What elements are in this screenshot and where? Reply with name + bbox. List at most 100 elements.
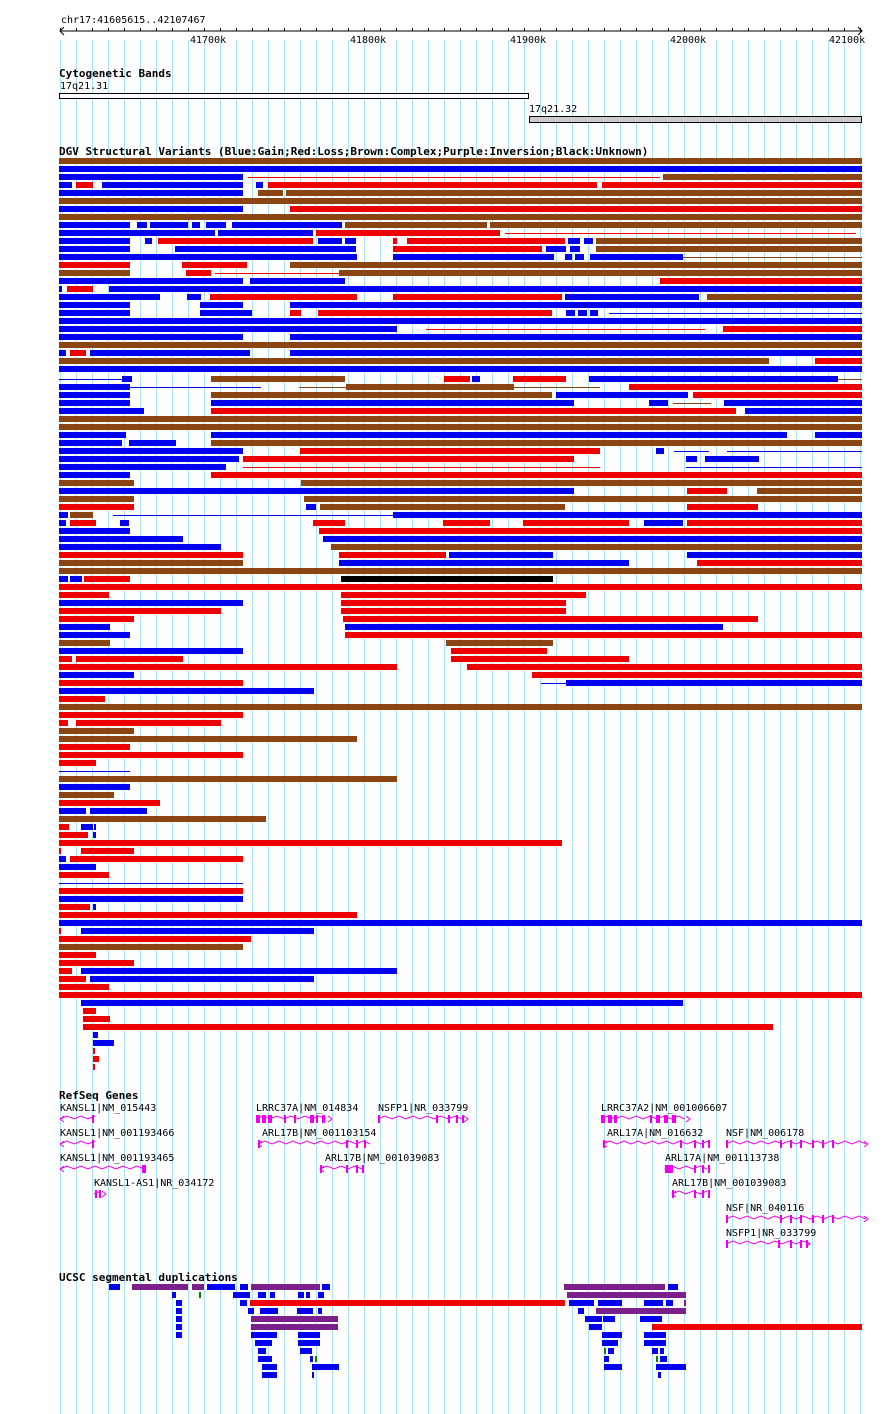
dgv-variant-complex[interactable] <box>446 640 553 646</box>
dgv-variant-loss[interactable] <box>59 800 160 806</box>
dgv-variant-gain[interactable] <box>59 326 397 332</box>
dgv-variant-complex[interactable] <box>59 816 266 822</box>
dgv-variant-gain[interactable] <box>200 302 243 308</box>
dgv-variant-loss[interactable] <box>59 262 130 268</box>
dgv-variant-loss[interactable] <box>426 329 705 330</box>
segdup-feature[interactable] <box>260 1308 278 1314</box>
dgv-variant-gain[interactable] <box>59 688 314 694</box>
dgv-variant-complex[interactable] <box>59 944 243 950</box>
dgv-variant-loss[interactable] <box>59 960 134 966</box>
dgv-variant-loss[interactable] <box>59 848 61 854</box>
dgv-variant-gain[interactable] <box>290 350 862 356</box>
segdup-feature[interactable] <box>207 1284 235 1290</box>
dgv-variant-loss[interactable] <box>81 848 134 854</box>
dgv-variant-loss[interactable] <box>243 467 600 468</box>
dgv-variant-loss[interactable] <box>697 560 862 566</box>
dgv-variant-gain[interactable] <box>59 334 243 340</box>
dgv-variant-gain[interactable] <box>109 286 862 292</box>
gene-label-nsf-nr040116[interactable]: NSF|NR_040116 <box>726 1203 805 1214</box>
segdup-feature[interactable] <box>240 1300 247 1306</box>
dgv-variant-gain[interactable] <box>206 222 226 228</box>
dgv-variant-loss[interactable] <box>339 552 446 558</box>
dgv-variant-loss[interactable] <box>211 472 862 478</box>
gene-label-nsfp1-b[interactable]: NSFP1|NR_033799 <box>726 1228 817 1239</box>
dgv-variant-loss[interactable] <box>59 832 88 838</box>
segdup-feature[interactable] <box>604 1348 606 1354</box>
dgv-variant-gain[interactable] <box>705 456 759 462</box>
dgv-variant-gain[interactable] <box>102 182 243 188</box>
dgv-variant-gain[interactable] <box>59 856 66 862</box>
dgv-variant-loss[interactable] <box>59 656 72 662</box>
dgv-variant-loss[interactable] <box>84 576 130 582</box>
dgv-variant-gain[interactable] <box>59 278 243 284</box>
segdup-feature[interactable] <box>589 1324 602 1330</box>
gene-lrrc37a[interactable] <box>255 1115 333 1123</box>
dgv-variant-gain[interactable] <box>59 576 68 582</box>
dgv-variant-gain[interactable] <box>570 246 580 252</box>
gene-label-arl17a-nm016632[interactable]: ARL17A|NM_016632 <box>607 1128 704 1139</box>
segdup-feature[interactable] <box>569 1300 594 1306</box>
dgv-variant-gain[interactable] <box>306 504 316 510</box>
dgv-variant-gain[interactable] <box>644 520 683 526</box>
segdup-feature[interactable] <box>233 1292 250 1298</box>
dgv-variant-gain[interactable] <box>686 467 862 468</box>
dgv-variant-gain[interactable] <box>59 408 144 414</box>
segdup-feature[interactable] <box>240 1284 248 1290</box>
dgv-variant-loss[interactable] <box>210 294 357 300</box>
dgv-variant-gain[interactable] <box>59 384 130 390</box>
dgv-variant-gain[interactable] <box>59 246 130 252</box>
dgv-variant-loss[interactable] <box>345 632 862 638</box>
dgv-variant-loss[interactable] <box>687 520 862 526</box>
dgv-variant-gain[interactable] <box>59 672 134 678</box>
dgv-variant-complex[interactable] <box>301 480 862 486</box>
gene-label-arl17b-nm001039083-b[interactable]: ARL17B|NM_001039083 <box>672 1178 787 1189</box>
dgv-variant-gain[interactable] <box>59 808 86 814</box>
dgv-variant-complex[interactable] <box>59 214 862 220</box>
segdup-feature[interactable] <box>578 1308 584 1314</box>
dgv-variant-loss[interactable] <box>467 664 862 670</box>
dgv-variant-loss[interactable] <box>532 672 862 678</box>
dgv-variant-gain[interactable] <box>59 392 130 398</box>
dgv-variant-loss[interactable] <box>59 992 862 998</box>
segdup-feature[interactable] <box>604 1356 609 1362</box>
dgv-variant-loss[interactable] <box>59 744 130 750</box>
dgv-variant-complex[interactable] <box>59 342 862 348</box>
dgv-variant-complex[interactable] <box>683 257 862 258</box>
dgv-variant-complex[interactable] <box>59 270 130 276</box>
dgv-variant-gain[interactable] <box>589 376 838 382</box>
gene-label-lrrc37a2[interactable]: LRRC37A2|NM_001006607 <box>601 1103 728 1114</box>
dgv-variant-gain[interactable] <box>815 432 862 438</box>
dgv-variant-loss[interactable] <box>59 752 243 758</box>
dgv-variant-complex[interactable] <box>346 384 514 390</box>
segdup-feature[interactable] <box>258 1292 266 1298</box>
segdup-feature[interactable] <box>298 1340 320 1346</box>
dgv-variant-gain[interactable] <box>568 238 580 244</box>
dgv-variant-complex[interactable] <box>59 480 134 486</box>
dgv-variant-gain[interactable] <box>129 440 176 446</box>
dgv-variant-loss[interactable] <box>407 238 565 244</box>
segdup-feature[interactable] <box>644 1340 666 1346</box>
dgv-variant-gain[interactable] <box>150 222 188 228</box>
dgv-variant-loss[interactable] <box>723 326 862 332</box>
dgv-variant-gain[interactable] <box>59 432 126 438</box>
dgv-variant-gain[interactable] <box>93 1040 114 1046</box>
dgv-variant-complex[interactable] <box>299 387 346 388</box>
dgv-variant-gain[interactable] <box>566 310 575 316</box>
dgv-variant-loss[interactable] <box>59 696 105 702</box>
gene-kansl1-nm001193465[interactable] <box>59 1165 146 1173</box>
dgv-variant-gain[interactable] <box>565 254 572 260</box>
dgv-variant-gain[interactable] <box>81 824 93 830</box>
dgv-variant-loss[interactable] <box>83 1008 96 1014</box>
dgv-variant-gain[interactable] <box>59 166 862 172</box>
dgv-variant-loss[interactable] <box>248 177 660 178</box>
cytoband-q2131[interactable] <box>59 93 529 99</box>
dgv-variant-gain[interactable] <box>93 832 96 838</box>
dgv-variant-loss[interactable] <box>83 1024 773 1030</box>
gene-label-arl17a-nm001113738[interactable]: ARL17A|NM_001113738 <box>665 1153 780 1164</box>
segdup-feature[interactable] <box>602 1340 618 1346</box>
segdup-feature[interactable] <box>652 1324 862 1330</box>
dgv-variant-loss[interactable] <box>76 182 93 188</box>
segdup-feature[interactable] <box>306 1292 310 1298</box>
dgv-variant-gain[interactable] <box>59 350 66 356</box>
segdup-feature[interactable] <box>596 1308 686 1314</box>
